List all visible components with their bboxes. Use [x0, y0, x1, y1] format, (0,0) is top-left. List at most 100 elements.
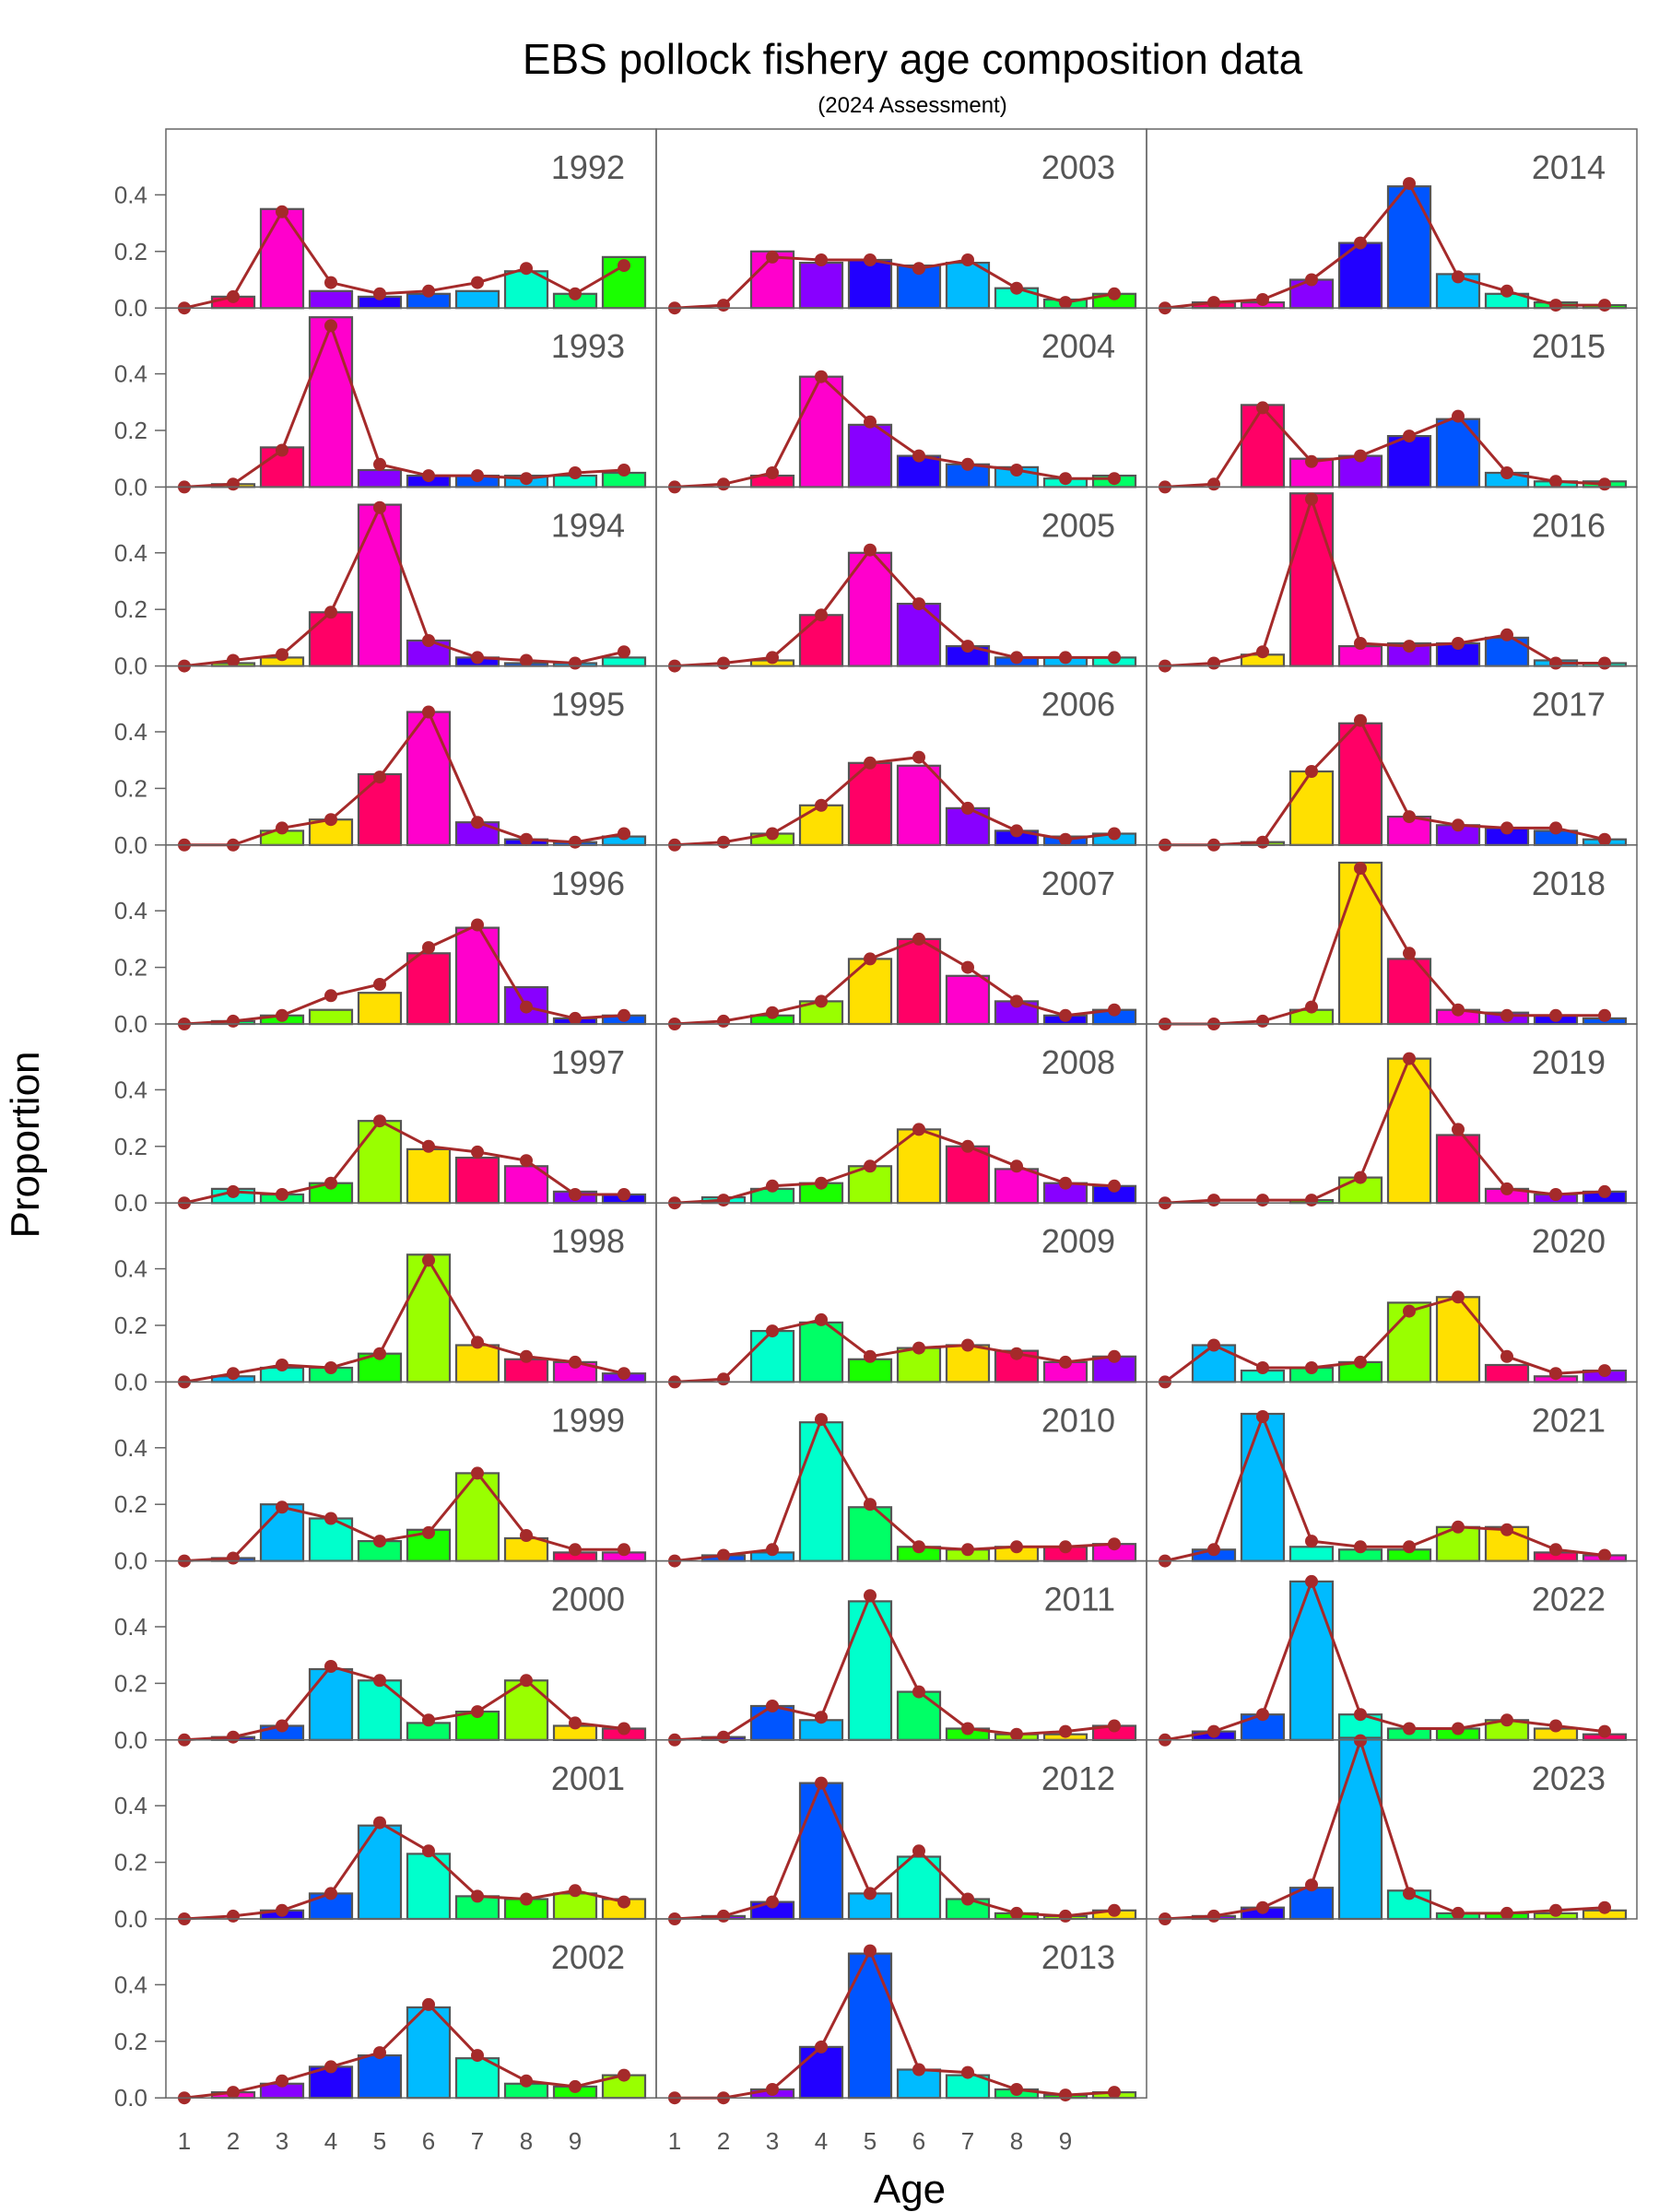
fit-point-2008-age-5	[864, 1159, 877, 1173]
fit-point-2022-age-9	[1549, 1719, 1562, 1733]
fit-point-2003-age-9	[1059, 296, 1072, 310]
x-tick-label: 6	[422, 2127, 435, 2155]
fit-point-1993-age-6	[422, 469, 435, 483]
fit-point-2014-age-4	[1305, 273, 1318, 287]
y-tick-label: 0.4	[114, 1434, 147, 1462]
y-tick-label: 0.2	[114, 238, 147, 265]
fit-line-2019	[1164, 1055, 1606, 1205]
fit-point-2003-age-6	[912, 262, 925, 276]
fit-point-1993-age-10	[618, 464, 630, 477]
fit-line-2014	[1164, 181, 1605, 310]
fit-point-1999-age-7	[471, 1466, 484, 1480]
x-axis-title: Age	[874, 2167, 946, 2212]
bar-2005-age-6	[896, 602, 942, 667]
bar-2007-age-6	[896, 937, 942, 1026]
panel-year-label: 2001	[551, 1759, 625, 1797]
panel-year-label: 2015	[1532, 327, 1606, 365]
x-tick-label: 4	[324, 2127, 337, 2155]
bar-2000-age-4	[308, 1667, 354, 1741]
fit-line-1993	[183, 322, 625, 488]
fit-point-1994-age-4	[324, 606, 337, 619]
fit-point-2005-age-3	[766, 651, 779, 665]
fit-point-2002-age-6	[422, 1997, 435, 2011]
x-tick-label: 7	[961, 2127, 974, 2155]
fit-point-2017-age-8	[1500, 821, 1513, 835]
fit-point-2019-age-5	[1354, 1171, 1367, 1184]
fit-point-1992-age-7	[471, 276, 484, 289]
fit-point-2002-age-8	[520, 2074, 533, 2088]
bar-1995-age-5	[357, 772, 403, 846]
fit-point-1999-age-10	[618, 1543, 630, 1557]
fit-point-2006-age-6	[912, 750, 925, 764]
bar-1994-age-10	[601, 656, 647, 667]
bar-2001-age-9	[552, 1892, 598, 1921]
panel-2007: 2007	[668, 865, 1137, 1030]
x-tick-label: 6	[912, 2127, 925, 2155]
bar-1997-age-6	[406, 1147, 452, 1205]
fit-point-2002-age-4	[324, 2060, 337, 2074]
fit-point-2000-age-2	[227, 1730, 240, 1744]
panel-year-label: 1992	[551, 148, 625, 186]
chart-subtitle: (2024 Assessment)	[818, 93, 1006, 118]
fit-point-2023-age-5	[1354, 1734, 1367, 1747]
fit-point-2008-age-6	[912, 1123, 925, 1136]
fit-line-1992	[183, 208, 625, 310]
fit-point-2006-age-10	[1108, 827, 1121, 841]
fit-point-2009-age-4	[815, 1312, 828, 1326]
fit-point-2014-age-10	[1598, 299, 1611, 312]
bar-2017-age-4	[1288, 770, 1335, 846]
fit-point-2012-age-7	[961, 1892, 974, 1906]
fit-point-1995-age-7	[471, 816, 484, 830]
panel-year-label: 2004	[1041, 327, 1115, 365]
bar-2020-age-7	[1435, 1296, 1481, 1383]
fit-point-2015-age-3	[1256, 401, 1269, 415]
panel-1997: 1997 0.0 0.2 0.4	[114, 1043, 647, 1217]
fit-point-1999-age-4	[324, 1512, 337, 1525]
fit-point-2021-age-2	[1207, 1543, 1220, 1557]
panel-year-label: 1995	[551, 686, 625, 724]
fit-point-2010-age-8	[1010, 1540, 1023, 1554]
fit-point-2013-age-5	[864, 1944, 877, 1958]
fit-point-2016-age-7	[1452, 637, 1465, 650]
fit-point-2007-age-7	[961, 960, 974, 974]
fit-point-2006-age-3	[766, 827, 779, 841]
fit-point-2006-age-9	[1059, 832, 1072, 846]
fit-point-2023-age-3	[1256, 1900, 1269, 1914]
fit-point-2020-age-2	[1207, 1338, 1220, 1352]
fit-point-2019-age-7	[1452, 1123, 1465, 1136]
bar-2010-age-5	[847, 1506, 893, 1562]
fit-point-2017-age-7	[1452, 818, 1465, 832]
panel-2016: 2016	[1159, 492, 1628, 673]
fit-point-2012-age-4	[815, 1776, 828, 1790]
fit-point-1997-age-7	[471, 1145, 484, 1159]
fit-point-1998-age-8	[520, 1349, 533, 1363]
fit-point-2001-age-4	[324, 1887, 337, 1900]
fit-line-2017	[1165, 718, 1606, 847]
fit-line-2001	[183, 1820, 625, 1921]
fit-point-2018-age-3	[1256, 1014, 1269, 1028]
fit-point-1999-age-8	[520, 1529, 533, 1542]
panel-frame	[655, 1918, 1147, 2099]
fit-point-1998-age-4	[324, 1361, 337, 1374]
fit-point-2008-age-2	[717, 1194, 730, 1207]
fit-point-2003-age-8	[1010, 281, 1023, 295]
fit-point-2018-age-5	[1354, 862, 1367, 876]
fit-point-2012-age-8	[1010, 1906, 1023, 1920]
fit-point-2020-age-7	[1452, 1290, 1465, 1304]
x-tick-label: 3	[766, 2127, 779, 2155]
fit-point-2019-age-6	[1403, 1052, 1416, 1065]
bar-2003-age-4	[798, 262, 844, 310]
fit-point-2000-age-9	[569, 1716, 582, 1730]
panel-2005: 2005	[668, 506, 1137, 673]
fit-point-2013-age-7	[961, 2065, 974, 2079]
fit-point-2016-age-8	[1500, 628, 1513, 641]
fit-point-1999-age-6	[422, 1525, 435, 1539]
fit-point-2011-age-6	[912, 1685, 925, 1699]
y-tick-label: 0.0	[114, 1547, 147, 1575]
fit-point-1992-age-4	[324, 276, 337, 289]
fit-point-1992-age-5	[373, 287, 386, 300]
fit-point-2014-age-3	[1256, 293, 1269, 306]
x-tick-label: 4	[815, 2127, 828, 2155]
fit-point-2016-age-9	[1549, 656, 1562, 670]
x-tick-label: 2	[717, 2127, 730, 2155]
